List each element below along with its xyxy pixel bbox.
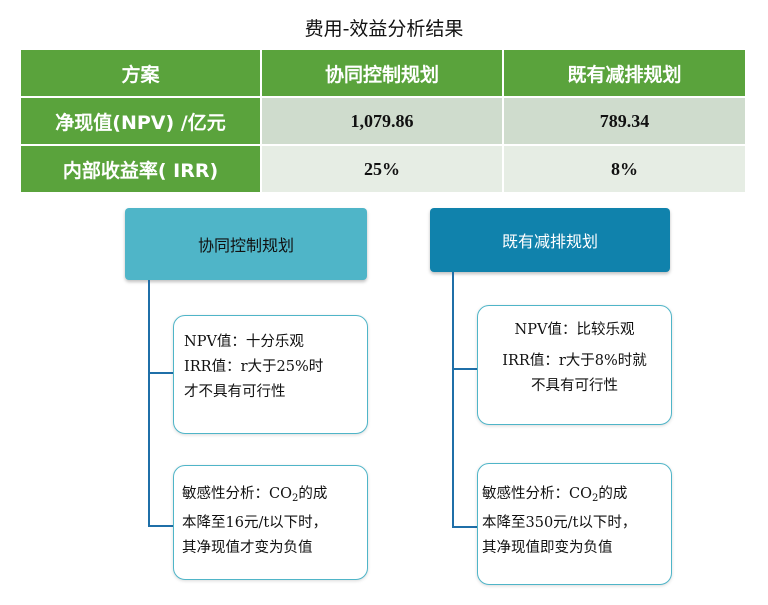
existing-irr-note-cont: 不具有可行性 — [531, 378, 618, 394]
synergy-npv-note: NPV值：十分乐观 — [184, 334, 304, 350]
header-existing: 既有减排规划 — [502, 48, 747, 98]
existing-sensitivity-line3: 其净现值即变为负值 — [482, 540, 613, 556]
table-row: 内部收益率( IRR) 25% 8% — [19, 144, 747, 194]
existing-sensitivity-box: 敏感性分析：CO2的成 本降至350元/t以下时， 其净现值即变为负值 — [477, 463, 672, 585]
synergy-irr-note: IRR值：r大于25%时 — [184, 359, 324, 375]
synergy-npv-irr-box: NPV值：十分乐观 IRR值：r大于25%时 才不具有可行性 — [173, 315, 368, 434]
header-synergy: 协同控制规划 — [260, 48, 504, 98]
synergy-sensitivity-line1: 敏感性分析：CO2的成 — [182, 486, 328, 504]
npv-existing-value: 789.34 — [502, 96, 747, 146]
existing-npv-note: NPV值：比较乐观 — [514, 322, 635, 338]
row-label-irr: 内部收益率( IRR) — [19, 144, 262, 194]
irr-existing-value: 8% — [502, 144, 747, 194]
existing-sensitivity-line1: 敏感性分析：CO2的成 — [482, 486, 628, 504]
table-header-row: 方案 协同控制规划 既有减排规划 — [19, 48, 747, 98]
table-row: 净现值(NPV) /亿元 1,079.86 789.34 — [19, 96, 747, 146]
left-connector-vertical — [148, 280, 150, 527]
existing-plan-header: 既有减排规划 — [430, 208, 670, 272]
left-connector-branch-2 — [148, 525, 174, 527]
existing-irr-note: IRR值：r大于8%时就 — [502, 353, 647, 369]
right-connector-vertical — [452, 272, 454, 528]
existing-sensitivity-line2: 本降至350元/t以下时， — [482, 515, 637, 531]
results-table: 方案 协同控制规划 既有减排规划 净现值(NPV) /亿元 1,079.86 7… — [19, 48, 747, 194]
header-plan: 方案 — [19, 48, 262, 98]
irr-synergy-value: 25% — [260, 144, 504, 194]
row-label-npv: 净现值(NPV) /亿元 — [19, 96, 262, 146]
right-connector-branch-2 — [452, 526, 478, 528]
synergy-irr-note-cont: 才不具有可行性 — [184, 384, 286, 400]
synergy-plan-header: 协同控制规划 — [125, 208, 367, 280]
right-connector-branch-1 — [452, 368, 478, 370]
npv-synergy-value: 1,079.86 — [260, 96, 504, 146]
synergy-sensitivity-line2: 本降至16元/t以下时， — [182, 515, 328, 531]
left-connector-branch-1 — [148, 372, 174, 374]
page-title: 费用-效益分析结果 — [304, 18, 464, 40]
synergy-sensitivity-line3: 其净现值才变为负值 — [182, 540, 313, 556]
existing-npv-irr-box: NPV值：比较乐观 IRR值：r大于8%时就 不具有可行性 — [477, 305, 672, 425]
synergy-sensitivity-box: 敏感性分析：CO2的成 本降至16元/t以下时， 其净现值才变为负值 — [173, 465, 368, 580]
